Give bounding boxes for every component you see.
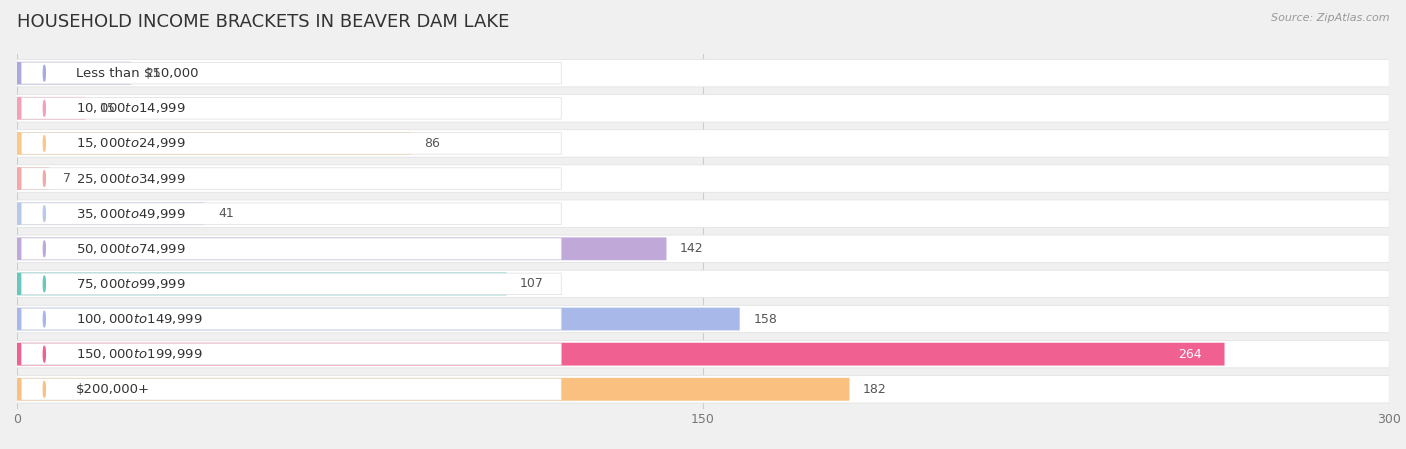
- FancyBboxPatch shape: [21, 238, 561, 260]
- FancyBboxPatch shape: [21, 132, 561, 154]
- Text: 158: 158: [754, 313, 778, 326]
- FancyBboxPatch shape: [17, 62, 131, 84]
- FancyBboxPatch shape: [21, 308, 561, 330]
- Text: 7: 7: [63, 172, 70, 185]
- Text: $150,000 to $199,999: $150,000 to $199,999: [76, 347, 202, 361]
- Circle shape: [44, 171, 45, 186]
- FancyBboxPatch shape: [17, 200, 1389, 227]
- Text: 182: 182: [863, 383, 887, 396]
- Text: $25,000 to $34,999: $25,000 to $34,999: [76, 172, 186, 185]
- Circle shape: [44, 206, 45, 221]
- Text: $35,000 to $49,999: $35,000 to $49,999: [76, 207, 186, 220]
- FancyBboxPatch shape: [17, 60, 1389, 87]
- FancyBboxPatch shape: [17, 165, 1389, 192]
- FancyBboxPatch shape: [17, 238, 666, 260]
- FancyBboxPatch shape: [21, 168, 561, 189]
- FancyBboxPatch shape: [17, 340, 1389, 368]
- FancyBboxPatch shape: [17, 132, 411, 155]
- Text: $50,000 to $74,999: $50,000 to $74,999: [76, 242, 186, 256]
- FancyBboxPatch shape: [21, 203, 561, 224]
- FancyBboxPatch shape: [21, 62, 561, 84]
- Text: 15: 15: [100, 102, 115, 115]
- FancyBboxPatch shape: [17, 343, 1225, 365]
- Circle shape: [44, 101, 45, 116]
- FancyBboxPatch shape: [17, 167, 49, 190]
- Text: Less than $10,000: Less than $10,000: [76, 67, 198, 79]
- Text: $100,000 to $149,999: $100,000 to $149,999: [76, 312, 202, 326]
- FancyBboxPatch shape: [17, 97, 86, 120]
- Text: Source: ZipAtlas.com: Source: ZipAtlas.com: [1271, 13, 1389, 23]
- Circle shape: [44, 346, 45, 362]
- Text: $75,000 to $99,999: $75,000 to $99,999: [76, 277, 186, 291]
- Circle shape: [44, 66, 45, 81]
- Circle shape: [44, 136, 45, 151]
- Text: $15,000 to $24,999: $15,000 to $24,999: [76, 136, 186, 150]
- FancyBboxPatch shape: [17, 270, 1389, 298]
- Text: $10,000 to $14,999: $10,000 to $14,999: [76, 101, 186, 115]
- Text: 142: 142: [681, 242, 704, 255]
- FancyBboxPatch shape: [17, 202, 204, 225]
- Text: 107: 107: [520, 277, 544, 291]
- FancyBboxPatch shape: [17, 130, 1389, 157]
- FancyBboxPatch shape: [17, 273, 506, 295]
- FancyBboxPatch shape: [17, 235, 1389, 263]
- FancyBboxPatch shape: [17, 95, 1389, 122]
- FancyBboxPatch shape: [21, 273, 561, 295]
- Text: 25: 25: [145, 67, 160, 79]
- Circle shape: [44, 381, 45, 397]
- Circle shape: [44, 241, 45, 257]
- Circle shape: [44, 311, 45, 327]
- FancyBboxPatch shape: [21, 97, 561, 119]
- Text: HOUSEHOLD INCOME BRACKETS IN BEAVER DAM LAKE: HOUSEHOLD INCOME BRACKETS IN BEAVER DAM …: [17, 13, 509, 31]
- Text: 86: 86: [425, 137, 440, 150]
- FancyBboxPatch shape: [17, 308, 740, 330]
- FancyBboxPatch shape: [17, 305, 1389, 333]
- FancyBboxPatch shape: [17, 375, 1389, 403]
- FancyBboxPatch shape: [17, 378, 849, 401]
- Text: 41: 41: [218, 207, 233, 220]
- FancyBboxPatch shape: [21, 343, 561, 365]
- Circle shape: [44, 276, 45, 292]
- Text: 264: 264: [1178, 348, 1202, 361]
- FancyBboxPatch shape: [21, 379, 561, 400]
- Text: $200,000+: $200,000+: [76, 383, 150, 396]
